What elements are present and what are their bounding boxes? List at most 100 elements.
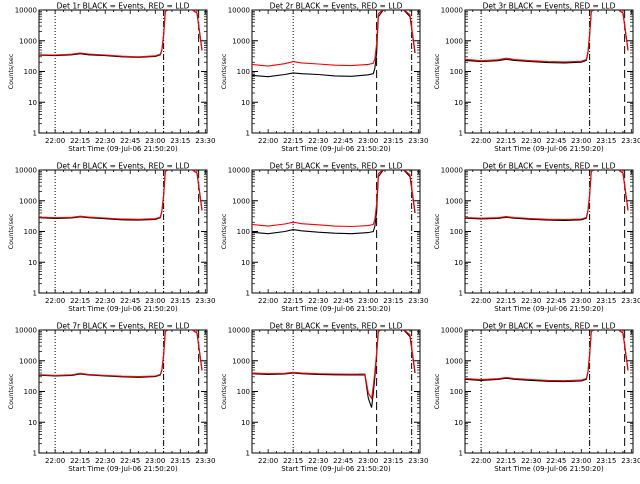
panel-det-3: 1 10 100 1000 10000 22:00 22:15 22:30 22:45 23:00… bbox=[433, 2, 640, 154]
y-tick-label: 1 bbox=[246, 290, 250, 298]
y-tick-label: 10 bbox=[241, 259, 250, 267]
y-tick-label: 10000 bbox=[441, 7, 463, 15]
x-tick-label: 22:30 bbox=[308, 457, 328, 465]
x-tick-label: 23:30 bbox=[621, 457, 640, 465]
series-black-line bbox=[465, 170, 629, 221]
y-tick-label: 100 bbox=[237, 68, 250, 76]
x-tick-label: 22:45 bbox=[333, 297, 353, 305]
plot-frame bbox=[464, 329, 634, 454]
x-tick-label: 22:00 bbox=[471, 457, 491, 465]
x-tick-label: 22:30 bbox=[95, 297, 115, 305]
y-tick-label: 10 bbox=[28, 99, 37, 107]
y-tick-label: 1000 bbox=[445, 37, 463, 45]
y-tick-label: 100 bbox=[24, 68, 37, 76]
chart-title: Det 1r BLACK = Events, RED = LLD bbox=[57, 2, 190, 11]
x-tick-label: 22:45 bbox=[120, 137, 140, 145]
plot-frame bbox=[251, 329, 421, 454]
x-axis-label: Start Time (09-Jul-06 21:50:20) bbox=[281, 305, 391, 313]
x-tick-label: 23:30 bbox=[408, 137, 428, 145]
series-black-line bbox=[465, 330, 629, 383]
y-tick-label: 10 bbox=[28, 259, 37, 267]
x-tick-label: 23:15 bbox=[383, 457, 403, 465]
y-tick-label: 10 bbox=[454, 99, 463, 107]
x-tick-label: 23:00 bbox=[571, 297, 591, 305]
x-tick-label: 22:30 bbox=[308, 137, 328, 145]
y-tick-label: 1 bbox=[459, 130, 463, 138]
panel-det-8: 1 10 100 1000 10000 22:00 22:15 22:30 22:45 23:00… bbox=[220, 322, 428, 474]
y-axis-label: Counts/sec bbox=[7, 373, 15, 409]
x-tick-label: 23:30 bbox=[195, 297, 215, 305]
x-tick-label: 22:15 bbox=[283, 457, 303, 465]
x-axis-label: Start Time (09-Jul-06 21:50:20) bbox=[494, 145, 604, 153]
x-axis-label: Start Time (09-Jul-06 21:50:20) bbox=[68, 305, 178, 313]
y-tick-label: 10 bbox=[241, 419, 250, 427]
x-tick-label: 23:15 bbox=[170, 457, 190, 465]
panel-det-6: 1 10 100 1000 10000 22:00 22:15 22:30 22:45 23:00… bbox=[433, 162, 640, 314]
y-tick-label: 1000 bbox=[19, 357, 37, 365]
x-tick-label: 22:45 bbox=[333, 137, 353, 145]
y-axis-label: Counts/sec bbox=[7, 213, 15, 249]
y-tick-label: 10000 bbox=[15, 7, 37, 15]
y-tick-label: 10000 bbox=[228, 167, 250, 175]
x-tick-label: 22:45 bbox=[120, 457, 140, 465]
series-red-line bbox=[465, 170, 629, 221]
x-tick-label: 22:45 bbox=[546, 137, 566, 145]
y-axis-label: Counts/sec bbox=[433, 213, 441, 249]
series-red-line bbox=[465, 10, 629, 63]
plot-frame bbox=[464, 169, 634, 294]
x-tick-label: 23:30 bbox=[621, 137, 640, 145]
plot-frame bbox=[251, 9, 421, 134]
x-tick-label: 22:15 bbox=[283, 297, 303, 305]
series-black-line bbox=[252, 170, 416, 235]
y-tick-label: 1000 bbox=[19, 37, 37, 45]
chart-title: Det 4r BLACK = Events, RED = LLD bbox=[57, 162, 190, 171]
series-red-line bbox=[39, 10, 203, 58]
y-tick-label: 100 bbox=[450, 228, 463, 236]
x-tick-label: 22:00 bbox=[258, 297, 278, 305]
x-tick-label: 23:15 bbox=[383, 137, 403, 145]
y-tick-label: 1000 bbox=[232, 357, 250, 365]
series-red-line bbox=[465, 330, 629, 382]
y-tick-label: 1000 bbox=[232, 197, 250, 205]
y-tick-label: 1000 bbox=[445, 197, 463, 205]
x-tick-label: 23:00 bbox=[571, 137, 591, 145]
panel-det-7: 1 10 100 1000 10000 22:00 22:15 22:30 22:45 23:00… bbox=[7, 322, 215, 474]
x-tick-label: 22:15 bbox=[496, 457, 516, 465]
y-axis-label: Counts/sec bbox=[220, 373, 228, 409]
y-tick-label: 1 bbox=[459, 290, 463, 298]
series-red-line bbox=[252, 170, 416, 228]
y-tick-label: 10 bbox=[241, 99, 250, 107]
x-axis-label: Start Time (09-Jul-06 21:50:20) bbox=[494, 465, 604, 473]
x-tick-label: 22:00 bbox=[45, 457, 65, 465]
x-tick-label: 23:30 bbox=[621, 297, 640, 305]
x-tick-label: 22:15 bbox=[283, 137, 303, 145]
y-tick-label: 1 bbox=[246, 450, 250, 458]
y-tick-label: 1 bbox=[246, 130, 250, 138]
plot-frame bbox=[38, 9, 208, 134]
chart-title: Det 6r BLACK = Events, RED = LLD bbox=[483, 162, 616, 171]
x-axis-label: Start Time (09-Jul-06 21:50:20) bbox=[494, 305, 604, 313]
series-black-line bbox=[465, 10, 629, 64]
panel-det-9: 1 10 100 1000 10000 22:00 22:15 22:30 22:45 23:00… bbox=[433, 322, 640, 474]
x-tick-label: 22:00 bbox=[45, 137, 65, 145]
y-tick-label: 10 bbox=[454, 419, 463, 427]
series-black-line bbox=[252, 10, 416, 78]
chart-title: Det 9r BLACK = Events, RED = LLD bbox=[483, 322, 616, 331]
x-tick-label: 22:15 bbox=[70, 297, 90, 305]
y-axis-label: Counts/sec bbox=[433, 53, 441, 89]
x-tick-label: 22:30 bbox=[308, 297, 328, 305]
y-tick-label: 10000 bbox=[15, 327, 37, 335]
series-black-line bbox=[39, 170, 203, 221]
x-axis-label: Start Time (09-Jul-06 21:50:20) bbox=[68, 145, 178, 153]
x-tick-label: 23:30 bbox=[408, 297, 428, 305]
y-tick-label: 100 bbox=[450, 68, 463, 76]
x-tick-label: 23:30 bbox=[195, 137, 215, 145]
x-tick-label: 22:30 bbox=[521, 137, 541, 145]
y-axis-label: Counts/sec bbox=[220, 53, 228, 89]
plot-frame bbox=[251, 169, 421, 294]
y-tick-label: 100 bbox=[237, 228, 250, 236]
x-tick-label: 23:00 bbox=[145, 297, 165, 305]
x-tick-label: 23:15 bbox=[170, 137, 190, 145]
